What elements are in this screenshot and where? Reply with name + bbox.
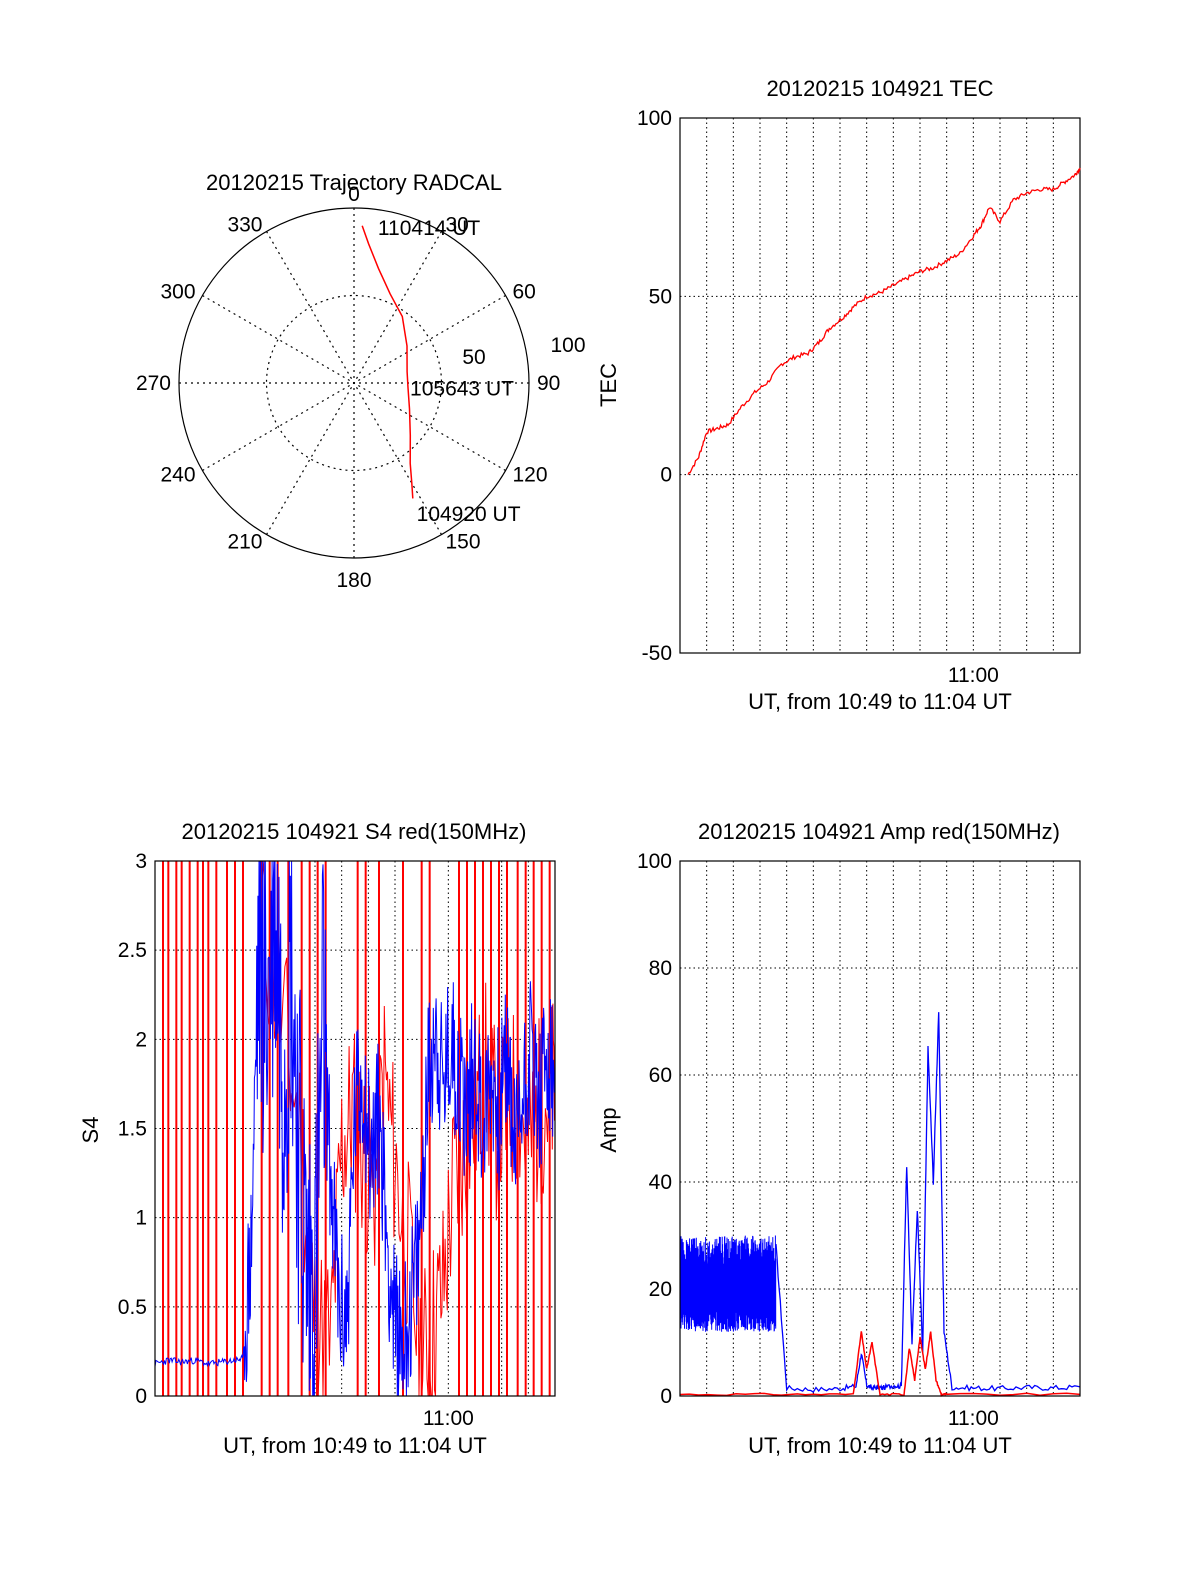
s4-x-ticks: 11:00 (423, 1407, 474, 1430)
s4-ytick-label-4: 2 (135, 1028, 147, 1051)
amp-red-trace (679, 1331, 1081, 1398)
azimuth-label-240: 240 (160, 464, 195, 487)
azimuth-label-90: 90 (537, 372, 560, 395)
s4-ytick-label-5: 2.5 (118, 939, 147, 962)
trajectory-annotations: 110414 UT 105643 UT 104920 UT (378, 217, 521, 526)
azimuth-label-270: 270 (136, 372, 171, 395)
amp-ytick-label-2: 40 (649, 1171, 672, 1194)
tec-plot-frame (679, 117, 1081, 654)
s4-plot-frame (154, 860, 556, 1397)
amp-ytick-label-4: 80 (649, 957, 672, 980)
amp-ytick-label-0: 0 (660, 1385, 672, 1408)
s4-ylabel: S4 (78, 1117, 103, 1144)
amp-title: 20120215 104921 Amp red(150MHz) (698, 819, 1060, 844)
tec-ytick-label-3: 100 (637, 107, 672, 130)
radius-label-100: 100 (550, 334, 585, 357)
s4-xlabel: UT, from 10:49 to 11:04 UT (223, 1433, 487, 1458)
amp-blue-trace (775, 1012, 1081, 1394)
trajectory-annotation-1: 105643 UT (410, 378, 514, 401)
azimuth-label-210: 210 (227, 530, 262, 553)
tec-series-line (687, 167, 1081, 476)
trajectory-title: 20120215 Trajectory RADCAL (206, 170, 502, 195)
azimuth-label-330: 330 (227, 214, 262, 237)
tec-xtick-label-0: 11:00 (948, 664, 999, 687)
polar-spoke-150 (265, 231, 443, 535)
tec-ytick-label-2: 50 (649, 285, 672, 308)
trajectory-annotation-0: 110414 UT (378, 217, 481, 240)
amp-ytick-label-5: 100 (637, 850, 672, 873)
s4-blue-trace (154, 860, 555, 1397)
azimuth-labels: 0 30 60 90 120 150 180 210 240 270 300 330 (136, 183, 560, 592)
amp-ylabel: Amp (596, 1107, 621, 1152)
tec-y-ticks: -50 0 50 100 (637, 107, 672, 665)
azimuth-label-60: 60 (512, 281, 535, 304)
amp-blue-band (679, 1235, 777, 1332)
tec-x-ticks: 11:00 (948, 664, 999, 687)
tec-ytick-label-0: -50 (642, 642, 672, 665)
amp-xtick-label-0: 11:00 (948, 1407, 999, 1430)
azimuth-label-300: 300 (160, 281, 195, 304)
tec-title: 20120215 104921 TEC (766, 76, 993, 101)
s4-ytick-label-1: 0.5 (118, 1296, 147, 1319)
amp-plot-frame (679, 860, 1081, 1397)
trajectory-chart: 20120215 Trajectory RADCAL 0 30 60 90 120 150… (136, 170, 586, 592)
tec-ylabel: TEC (596, 363, 621, 407)
azimuth-label-120: 120 (512, 464, 547, 487)
s4-ytick-label-0: 0 (135, 1385, 147, 1408)
s4-xtick-label-0: 11:00 (423, 1407, 474, 1430)
tec-chart: 20120215 104921 TEC -50 0 50 100 11:00 UT, … (596, 76, 1081, 714)
tec-series (687, 167, 1081, 476)
polar-grid (179, 208, 529, 558)
s4-ytick-label-3: 1.5 (118, 1118, 147, 1141)
s4-y-ticks: 0 0.5 1 1.5 2 2.5 3 (118, 850, 147, 1408)
amp-ytick-label-3: 60 (649, 1064, 672, 1087)
azimuth-label-180: 180 (336, 569, 371, 592)
s4-title: 20120215 104921 S4 red(150MHz) (182, 819, 527, 844)
s4-ytick-label-2: 1 (135, 1207, 147, 1230)
tec-grid (680, 118, 1080, 653)
s4-series (154, 860, 556, 1397)
amp-ytick-label-1: 20 (649, 1278, 672, 1301)
trajectory-annotation-2: 104920 UT (417, 503, 521, 526)
amp-x-ticks: 11:00 (948, 1407, 999, 1430)
amp-y-ticks: 0 20 40 60 80 100 (637, 850, 672, 1408)
tec-ytick-label-1: 0 (660, 464, 672, 487)
azimuth-label-150: 150 (446, 530, 481, 553)
amp-xlabel: UT, from 10:49 to 11:04 UT (748, 1433, 1012, 1458)
tec-xlabel: UT, from 10:49 to 11:04 UT (748, 689, 1012, 714)
s4-ytick-label-6: 3 (135, 850, 147, 873)
polar-outer-circle (178, 207, 530, 559)
polar-ring-50 (265, 294, 443, 472)
radius-label-50: 50 (462, 346, 485, 369)
s4-chart: 20120215 104921 S4 red(150MHz) 0 0.5 1 1.5 2… (78, 819, 556, 1458)
trajectory-track (361, 225, 414, 499)
azimuth-label-0: 0 (348, 183, 360, 206)
amp-chart: 20120215 104921 Amp red(150MHz) 0 20 40 60 8… (596, 819, 1081, 1458)
azimuth-label-30: 30 (446, 214, 469, 237)
amp-series (679, 1012, 1081, 1398)
